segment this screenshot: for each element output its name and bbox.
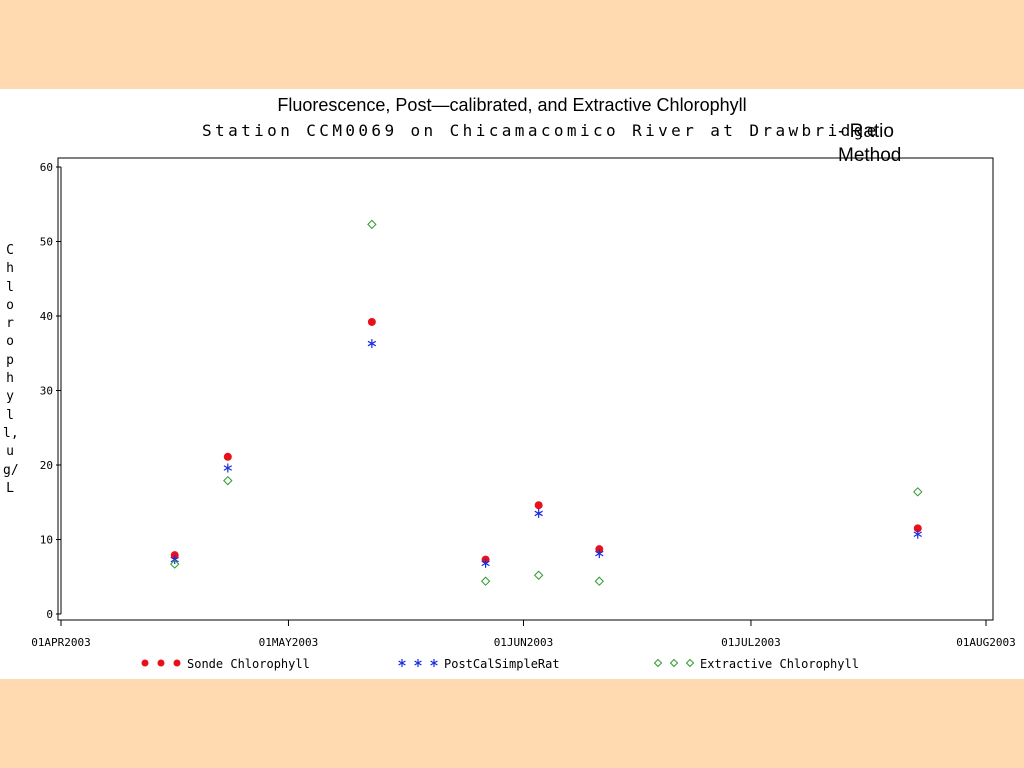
legend: Sonde Chlorophyll PostCalSimpleRat Extract… (141, 657, 859, 671)
x-tick-label: 01JUN2003 (494, 636, 554, 649)
chart-panel (0, 89, 1024, 679)
legend-symbol-extractive-chlorophyll (685, 658, 695, 668)
legend-symbol-postcalsimplerat (414, 659, 422, 667)
y-tick-label: 20 (40, 459, 53, 472)
point-sonde-chlorophyll (534, 501, 543, 510)
y-tick-label: 0 (46, 608, 53, 621)
y-tick-label: 60 (40, 161, 53, 174)
legend-symbol-postcalsimplerat (398, 659, 406, 667)
y-axis-label: Chlorophyll, ug/L (3, 243, 19, 496)
point-postcalsimplerat (913, 529, 922, 539)
point-postcalsimplerat (595, 549, 604, 559)
legend-symbol-extractive-chlorophyll (653, 658, 663, 668)
y-tick-label: 10 (40, 534, 53, 547)
chart-subtitle: Station CCM0069 on Chicamacomico River a… (202, 121, 880, 140)
point-sonde-chlorophyll (367, 317, 376, 326)
x-axis: 01APR2003 01MAY2003 01JUN2003 01JUL2003 01AU… (31, 619, 1016, 649)
legend-symbol-postcalsimplerat (430, 659, 438, 667)
point-postcalsimplerat (223, 463, 233, 473)
point-postcalsimplerat (481, 558, 490, 568)
y-tick-label: 40 (40, 310, 53, 323)
point-extractive-chlorophyll (170, 559, 180, 569)
legend-symbol-sonde-chlorophyll (173, 659, 181, 667)
overlay-note: - Ratio Method (838, 121, 902, 166)
point-sonde-chlorophyll (913, 524, 922, 533)
x-tick-label: 01MAY2003 (259, 636, 319, 649)
point-postcalsimplerat (534, 508, 543, 518)
legend-label-postcalsimplerat: PostCalSimpleRat (444, 657, 560, 671)
x-tick-label: 01AUG2003 (956, 636, 1016, 649)
y-axis: 0 10 20 30 40 50 60 (40, 161, 62, 621)
point-extractive-chlorophyll (533, 570, 544, 580)
point-postcalsimplerat (367, 339, 377, 349)
y-tick-label: 50 (40, 236, 53, 249)
legend-symbol-sonde-chlorophyll (141, 659, 149, 667)
y-tick-label: 30 (40, 385, 53, 398)
point-extractive-chlorophyll (594, 576, 605, 586)
point-extractive-chlorophyll (367, 219, 377, 230)
x-tick-label: 01JUL2003 (721, 636, 781, 649)
legend-label-extractive-chlorophyll: Extractive Chlorophyll (700, 657, 859, 671)
point-extractive-chlorophyll (223, 475, 233, 486)
point-extractive-chlorophyll (480, 576, 491, 586)
plot-frame (57, 157, 994, 621)
chart-title: Fluorescence, Post—calibrated, and Extra… (277, 95, 747, 115)
x-tick-label: 01APR2003 (31, 636, 91, 649)
legend-label-sonde-chlorophyll: Sonde Chlorophyll (187, 657, 310, 671)
data-markers (170, 219, 923, 586)
point-extractive-chlorophyll (913, 487, 923, 497)
legend-symbol-extractive-chlorophyll (669, 658, 679, 668)
legend-symbol-sonde-chlorophyll (157, 659, 165, 667)
point-sonde-chlorophyll (223, 452, 232, 461)
